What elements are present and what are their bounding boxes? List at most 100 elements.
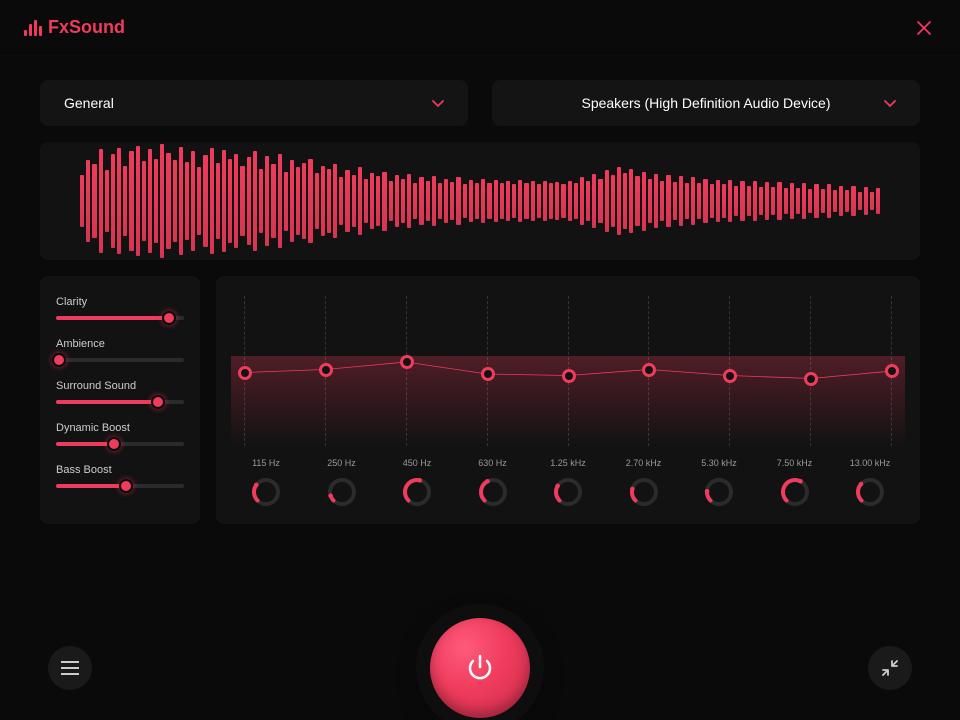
wave-bar (839, 186, 843, 217)
eq-band: 2.70 kHz (622, 458, 666, 508)
slider-fill (56, 400, 158, 404)
slider-fill (56, 484, 126, 488)
wave-bar (179, 147, 183, 256)
slider-thumb[interactable] (52, 353, 66, 367)
eq-band: 5.30 kHz (697, 458, 741, 508)
hamburger-icon (61, 661, 79, 675)
wave-bar (500, 183, 504, 218)
slider-thumb[interactable] (107, 437, 121, 451)
wave-bar (382, 172, 386, 231)
wave-bar (623, 173, 627, 230)
wave-bar (117, 148, 121, 254)
close-button[interactable] (912, 16, 936, 40)
wave-bar (259, 169, 263, 233)
wave-bar (703, 179, 707, 224)
wave-bar (278, 154, 282, 248)
wave-bar (679, 176, 683, 226)
wave-bar (111, 154, 115, 248)
wave-bar (469, 180, 473, 222)
eq-band: 115 Hz (244, 458, 288, 508)
eq-point[interactable] (642, 363, 656, 377)
eq-graph[interactable] (244, 296, 892, 446)
wave-bar (481, 179, 485, 224)
eq-knob[interactable] (552, 476, 584, 508)
slider-track[interactable] (56, 400, 184, 404)
slider-track[interactable] (56, 442, 184, 446)
wave-bar (413, 183, 417, 218)
wave-bar (734, 186, 738, 217)
eq-point[interactable] (481, 367, 495, 381)
wave-bar (685, 183, 689, 218)
wave-bar (784, 188, 788, 214)
slider-track[interactable] (56, 316, 184, 320)
wave-bar (592, 174, 596, 228)
eq-knob[interactable] (477, 476, 509, 508)
wave-bar (327, 169, 331, 233)
slider-fill (56, 442, 114, 446)
effect-sliders-panel: ClarityAmbienceSurround SoundDynamic Boo… (40, 276, 200, 524)
slider-ambience: Ambience (56, 338, 184, 362)
wave-bar (716, 180, 720, 222)
wave-bar (629, 169, 633, 233)
wave-bar (216, 163, 220, 239)
collapse-button[interactable] (868, 646, 912, 690)
slider-thumb[interactable] (151, 395, 165, 409)
band-label: 5.30 kHz (701, 458, 737, 468)
eq-point[interactable] (885, 364, 899, 378)
eq-point[interactable] (804, 372, 818, 386)
wave-bar (876, 188, 880, 214)
wave-bar (827, 184, 831, 217)
wave-bar (549, 183, 553, 218)
wave-bar (247, 157, 251, 244)
wave-bar (86, 160, 90, 243)
wave-bar (796, 188, 800, 214)
band-label: 13.00 kHz (850, 458, 891, 468)
wave-bar (148, 149, 152, 253)
wave-bar (105, 170, 109, 231)
eq-point[interactable] (238, 366, 252, 380)
wave-bar (136, 146, 140, 257)
eq-gridline (406, 296, 407, 446)
wave-bar (864, 187, 868, 215)
wave-bar (759, 187, 763, 215)
eq-knob[interactable] (703, 476, 735, 508)
wave-bar (129, 151, 133, 250)
eq-knob[interactable] (779, 476, 811, 508)
device-selected: Speakers (High Definition Audio Device) (581, 95, 830, 111)
wave-bar (555, 182, 559, 220)
eq-point[interactable] (723, 369, 737, 383)
preset-dropdown[interactable]: General (40, 80, 468, 126)
slider-track[interactable] (56, 358, 184, 362)
menu-button[interactable] (48, 646, 92, 690)
eq-knob[interactable] (250, 476, 282, 508)
eq-point[interactable] (562, 369, 576, 383)
eq-knob[interactable] (326, 476, 358, 508)
wave-bar (821, 189, 825, 213)
slider-thumb[interactable] (119, 479, 133, 493)
slider-track[interactable] (56, 484, 184, 488)
wave-bar (531, 181, 535, 221)
slider-bass-boost: Bass Boost (56, 464, 184, 488)
slider-label: Dynamic Boost (56, 422, 184, 434)
wave-bar (290, 160, 294, 243)
eq-knob[interactable] (401, 476, 433, 508)
wave-bar (92, 164, 96, 237)
eq-knob[interactable] (854, 476, 886, 508)
wave-bar (376, 176, 380, 226)
power-button[interactable] (430, 618, 530, 718)
wave-bar (253, 151, 257, 250)
eq-point[interactable] (319, 363, 333, 377)
app-logo: FxSound (24, 17, 125, 38)
wave-bar (740, 181, 744, 221)
eq-band: 250 Hz (320, 458, 364, 508)
eq-gridline (810, 296, 811, 446)
wave-bar (561, 184, 565, 217)
wave-bar (407, 174, 411, 228)
slider-thumb[interactable] (162, 311, 176, 325)
device-dropdown[interactable]: Speakers (High Definition Audio Device) (492, 80, 920, 126)
eq-knob[interactable] (628, 476, 660, 508)
wave-bar (203, 155, 207, 247)
eq-point[interactable] (400, 355, 414, 369)
slider-fill (56, 316, 169, 320)
wave-bar (858, 192, 862, 211)
